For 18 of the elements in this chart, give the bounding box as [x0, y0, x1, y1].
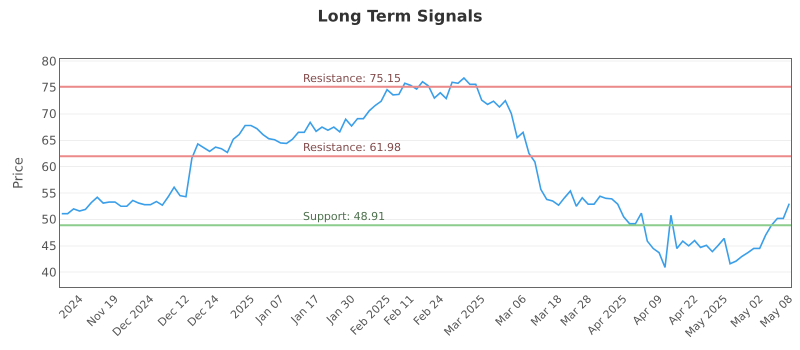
ref-line-label: Resistance: 61.98 — [303, 141, 401, 154]
x-tick-label: Mar 06 — [492, 292, 530, 329]
y-tick-label: 55 — [41, 186, 57, 200]
chart-title: Long Term Signals — [317, 6, 483, 26]
y-tick-label: 40 — [41, 265, 57, 280]
y-tick-label: 75 — [41, 80, 57, 95]
y-tick-label: 70 — [41, 107, 57, 122]
x-tick-label: Jan 17 — [288, 292, 322, 327]
y-axis-title: Price — [11, 157, 26, 189]
y-tick-label: 45 — [41, 239, 57, 254]
ref-line-label: Resistance: 75.15 — [303, 72, 401, 85]
y-tick-label: 50 — [41, 212, 57, 227]
x-tick-label: Apr 09 — [630, 292, 666, 328]
y-tick-label: 80 — [41, 54, 57, 68]
x-tick-label: Jan 07 — [252, 292, 287, 327]
ref-line-label: Support: 48.91 — [303, 210, 386, 223]
y-tick-label: 65 — [41, 133, 57, 148]
y-tick-label: 60 — [41, 160, 57, 174]
